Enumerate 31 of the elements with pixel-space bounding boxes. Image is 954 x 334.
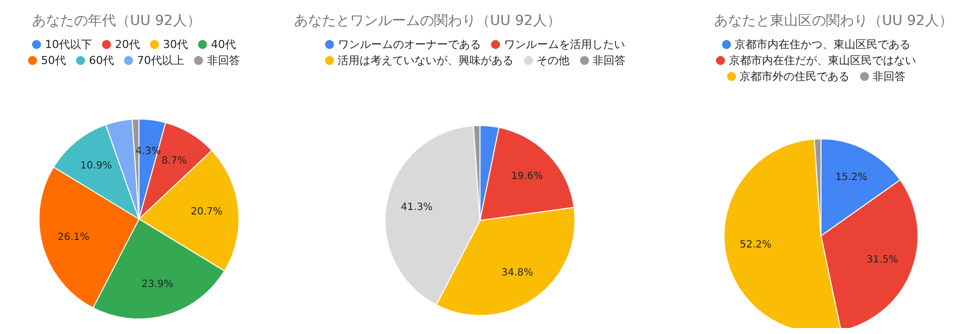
data-label: 8.7% (161, 155, 187, 166)
data-label: 41.3% (400, 202, 433, 213)
data-label: 31.5% (866, 254, 898, 266)
legend-label: 70代以上 (137, 54, 184, 67)
legend-label: 非回答 (592, 54, 626, 67)
legend-label: 30代 (163, 38, 188, 51)
legend-label: 10代以下 (45, 38, 92, 51)
data-label: 26.1% (58, 232, 90, 243)
legend-label: 活用は考えていないが、興味がある (338, 54, 514, 67)
legend-label: ワンルームのオーナーである (338, 38, 481, 51)
data-label: 19.6% (511, 170, 543, 182)
legend-label: 40代 (211, 38, 236, 51)
legend-label: 50代 (41, 54, 66, 67)
legend-label: 京都市外の住民である (740, 70, 850, 83)
data-label: 52.2% (740, 239, 772, 250)
legend-label: 60代 (89, 54, 114, 67)
data-label: 23.9% (141, 278, 174, 290)
chart-title: あなたとワンルームの関わり（UU 92人） (293, 12, 562, 31)
data-label: 34.8% (501, 268, 534, 279)
chart-title: あなたの年代（UU 92人） (31, 12, 202, 31)
legend-label: 非回答 (207, 54, 240, 67)
legend-label: ワンルームを活用したい (504, 38, 625, 51)
chart-title: あなたと東山区の関わり（UU 92人） (713, 12, 953, 31)
data-label: 15.2% (835, 172, 868, 183)
legend-label: 非回答 (872, 70, 906, 83)
legend-label: その他 (536, 54, 570, 67)
legend-label: 京都市内在住かつ、東山区民である (734, 38, 910, 51)
data-label: 20.7% (190, 206, 223, 218)
data-label: 10.9% (80, 160, 112, 172)
legend-label: 20代 (115, 38, 140, 51)
legend-label: 京都市内在住だが、東山区民ではない (729, 54, 916, 67)
